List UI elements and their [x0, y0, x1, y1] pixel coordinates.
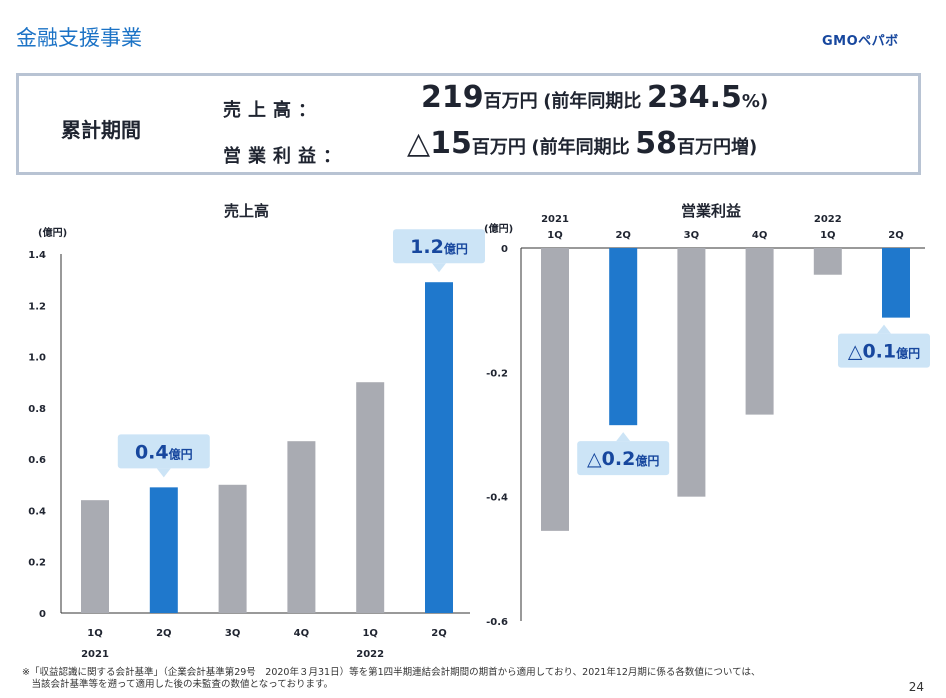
sales-y-tick-label: 1.4: [28, 250, 46, 261]
op-x-tick-label: 4Q: [752, 230, 767, 241]
op-x-tick-label: 2Q: [615, 230, 630, 241]
op-summary: △15百万円 (前年同期比 58百万円増): [407, 126, 757, 161]
sales-x-tick-label: 2Q: [431, 628, 446, 639]
op-chart-title: 営業利益: [681, 202, 742, 220]
sales-x-tick-label: 1Q: [362, 628, 377, 639]
summary-box: 累計期間 売上高： 219百万円 (前年同期比 234.5%) 営業利益： △1…: [16, 73, 921, 175]
sales-chart-title: 売上高: [224, 202, 270, 220]
op-bar: [745, 248, 774, 415]
sales-year-label: 2022: [356, 649, 384, 660]
sales-y-tick-label: 0: [39, 609, 46, 620]
sales-y-tick-label: 0.6: [28, 455, 46, 466]
sales-compare-value: 234.5: [647, 80, 742, 115]
sales-unit-label: (億円): [38, 226, 67, 239]
op-bar: [677, 248, 706, 497]
op-callout-unit: 億円: [896, 346, 920, 361]
company-logo: GMOペパボ: [822, 34, 899, 49]
page-number: 24: [908, 680, 924, 694]
sales-callout-value: 1.2: [410, 236, 444, 258]
op-year-label: 2022: [814, 214, 842, 225]
op-x-tick-label: 3Q: [684, 230, 699, 241]
op-bar: [882, 248, 910, 318]
sales-bar: [356, 382, 385, 613]
op-callout-pointer: [616, 432, 631, 442]
sales-callout-box: [393, 229, 485, 264]
op-callout-value: △0.1: [848, 341, 896, 363]
op-bar: [541, 248, 569, 531]
sales-callout-box: [117, 434, 210, 469]
op-x-tick-label: 2Q: [888, 230, 903, 241]
op-year-label: 2021: [541, 214, 569, 225]
sales-bar: [287, 441, 316, 613]
page-title: 金融支援事業: [16, 26, 142, 50]
sales-y-tick-label: 1.0: [28, 353, 46, 364]
op-bar: [813, 248, 842, 275]
sales-y-tick-label: 0.2: [28, 558, 46, 569]
sales-year-label: 2021: [81, 649, 109, 660]
op-compare-suffix: 百万円増): [676, 137, 758, 158]
sales-compare-suffix: %): [741, 91, 769, 112]
sales-bar: [149, 487, 178, 613]
op-callout-value: △0.2: [587, 448, 635, 470]
sales-callout-label: 1.2億円: [410, 236, 468, 258]
op-x-tick-label: 1Q: [820, 230, 835, 241]
op-callout-label: △0.1億円: [848, 341, 920, 363]
sales-x-tick-label: 2Q: [156, 628, 171, 639]
sales-x-tick-label: 4Q: [294, 628, 309, 639]
op-y-tick-label: -0.4: [486, 493, 508, 504]
sales-callout-value: 0.4: [135, 441, 169, 463]
op-unit: 百万円: [471, 137, 526, 158]
sales-unit: 百万円: [483, 91, 538, 112]
period-label: 累計期間: [61, 118, 141, 142]
sales-y-tick-label: 0.8: [28, 404, 46, 415]
sales-y-tick-label: 0.4: [28, 506, 46, 517]
footnote: ※「収益認識に関する会計基準」（企業会計基準第29号 2020年３月31日）等を…: [22, 667, 761, 690]
op-compare-prefix: (前年同期比: [531, 137, 630, 158]
op-callout-label: △0.2億円: [587, 448, 659, 470]
sales-callout-label: 0.4億円: [135, 441, 193, 463]
sales-label: 売上高：: [223, 100, 323, 121]
op-bar: [609, 248, 638, 426]
op-compare-value: 58: [635, 126, 677, 161]
op-y-tick-label: 0: [501, 244, 508, 255]
sales-y-tick-label: 1.2: [28, 301, 46, 312]
op-y-tick-label: -0.2: [486, 368, 508, 379]
sales-compare-prefix: (前年同期比: [543, 91, 642, 112]
op-x-tick-label: 1Q: [547, 230, 562, 241]
op-y-tick-label: -0.6: [486, 617, 508, 628]
op-callout-box: [577, 441, 670, 476]
op-value: △15: [407, 126, 472, 161]
sales-callout-pointer: [432, 263, 446, 273]
sales-x-tick-label: 1Q: [87, 628, 102, 639]
sales-x-tick-label: 3Q: [225, 628, 240, 639]
sales-summary: 219百万円 (前年同期比 234.5%): [421, 80, 768, 115]
sales-bar: [425, 282, 453, 613]
op-callout-box: [838, 333, 930, 368]
op-unit-label: (億円): [484, 222, 513, 235]
sales-bar: [218, 484, 247, 613]
op-callout-pointer: [877, 324, 891, 334]
op-label: 営業利益：: [223, 146, 348, 167]
sales-bar: [81, 500, 109, 613]
op-callout-unit: 億円: [635, 453, 659, 468]
sales-callout-unit: 億円: [169, 446, 193, 461]
sales-callout-unit: 億円: [444, 241, 468, 256]
sales-callout-pointer: [156, 468, 171, 478]
sales-value: 219: [421, 80, 484, 115]
